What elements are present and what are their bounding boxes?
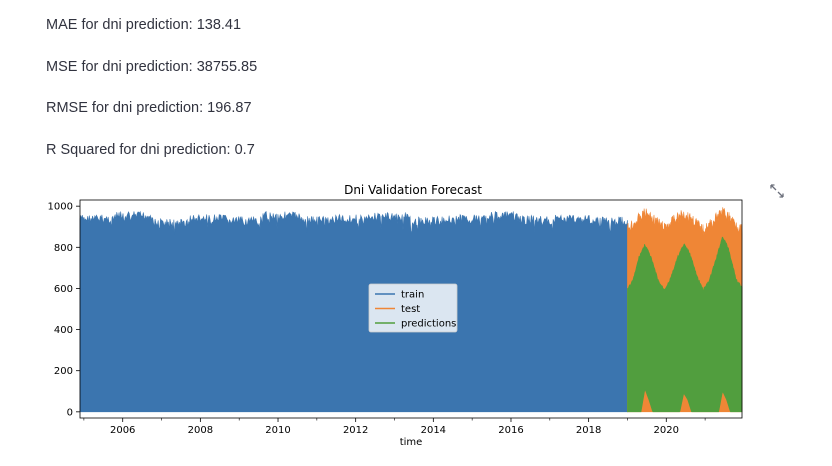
train-series (79, 210, 628, 413)
predictions-series (627, 236, 743, 413)
y-tick-label: 400 (54, 325, 73, 336)
x-tick-label: 2014 (421, 425, 446, 436)
plot-area (79, 207, 743, 413)
legend-label-train: train (401, 290, 424, 301)
mae-metric: MAE for dni prediction: 138.41 (46, 17, 242, 33)
mse-metric: MSE for dni prediction: 38755.85 (46, 59, 258, 75)
chart-title: Dni Validation Forecast (344, 183, 482, 197)
y-tick-label: 800 (54, 243, 73, 254)
y-tick-label: 200 (54, 366, 73, 377)
rmse-metric: RMSE for dni prediction: 196.87 (46, 100, 252, 116)
x-tick-label: 2006 (110, 425, 135, 436)
r-squared-metric: R Squared for dni prediction: 0.7 (46, 142, 255, 158)
y-tick-label: 0 (67, 407, 73, 418)
x-tick-label: 2010 (265, 425, 290, 436)
x-tick-label: 2012 (343, 425, 368, 436)
expand-arrows-icon[interactable] (768, 182, 786, 200)
x-tick-label: 2018 (576, 425, 601, 436)
forecast-chart: Dni Validation Forecast 2006 2008 2010 2012… (48, 183, 743, 448)
x-tick-label: 2020 (654, 425, 679, 436)
axes-frame (79, 199, 743, 419)
legend-box (368, 283, 458, 333)
x-tick-label: 2016 (498, 425, 523, 436)
y-tick-label: 1000 (48, 202, 73, 213)
legend-label-test: test (401, 304, 420, 315)
axis-ticks: 2006 2008 2010 2012 2014 2016 2018 2020 0 200 400 6… (48, 202, 706, 436)
legend: train test predictions (368, 283, 458, 333)
y-tick-label: 600 (54, 284, 73, 295)
x-axis-label: time (400, 437, 423, 448)
legend-label-predictions: predictions (401, 319, 456, 330)
x-tick-label: 2008 (188, 425, 213, 436)
